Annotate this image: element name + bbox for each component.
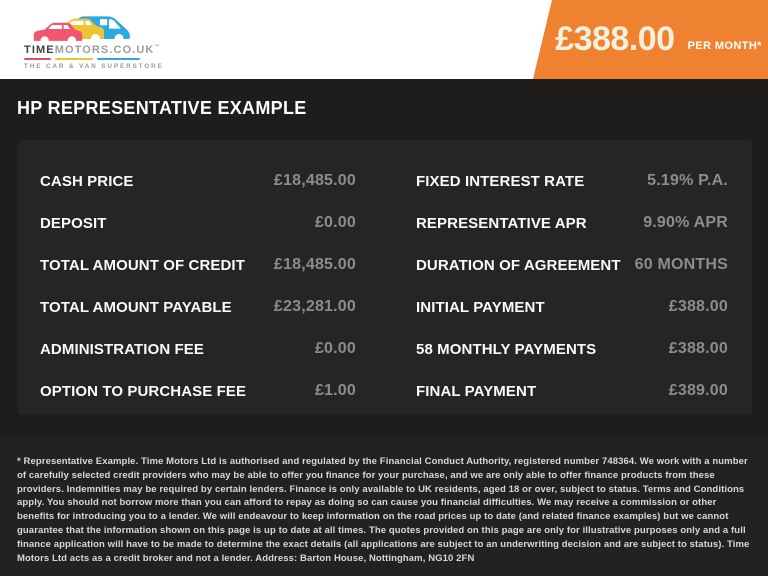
trademark-symbol: ™ [154, 44, 160, 50]
finance-label: REPRESENTATIVE APR [416, 214, 587, 232]
page-title: HP REPRESENTATIVE EXAMPLE [17, 98, 307, 118]
finance-value: £23,281.00 [273, 298, 356, 315]
finance-value: 5.19% P.A. [647, 172, 728, 189]
finance-label: TOTAL AMOUNT PAYABLE [40, 298, 232, 316]
disclaimer-text: * Representative Example. Time Motors Lt… [17, 456, 750, 564]
brand-name-time: TIME [24, 44, 55, 56]
finance-row-total-payable: TOTAL AMOUNT PAYABLE £23,281.00 [40, 286, 356, 328]
top-header: TIMEMOTORS.CO.UK™ THE CAR & VAN SUPERSTO… [0, 0, 768, 79]
finance-value: £18,485.00 [273, 172, 356, 189]
finance-column-left: CASH PRICE £18,485.00 DEPOSIT £0.00 TOTAL … [40, 160, 356, 415]
finance-row-deposit: DEPOSIT £0.00 [40, 202, 356, 244]
finance-row-apr: REPRESENTATIVE APR 9.90% APR [416, 202, 728, 244]
finance-value: 60 MONTHS [634, 256, 728, 273]
finance-value: 9.90% APR [643, 214, 728, 231]
finance-row-option-fee: OPTION TO PURCHASE FEE £1.00 [40, 370, 356, 412]
finance-row-monthly-payments: 58 MONTHLY PAYMENTS £388.00 [416, 328, 728, 370]
brand-name: TIMEMOTORS.CO.UK™ [24, 44, 159, 56]
finance-row-interest-rate: FIXED INTEREST RATE 5.19% P.A. [416, 160, 728, 202]
finance-value: £388.00 [668, 340, 728, 357]
finance-label: DEPOSIT [40, 214, 107, 232]
monthly-price-suffix: PER MONTH* [687, 39, 762, 52]
finance-label: FIXED INTEREST RATE [416, 172, 585, 190]
car-pink-icon [33, 22, 83, 44]
finance-row-cash-price: CASH PRICE £18,485.00 [40, 160, 356, 202]
finance-value: £388.00 [668, 298, 728, 315]
finance-value: £1.00 [314, 382, 356, 399]
finance-label: OPTION TO PURCHASE FEE [40, 382, 247, 400]
finance-row-duration: DURATION OF AGREEMENT 60 MONTHS [416, 244, 728, 286]
finance-label: ADMINISTRATION FEE [40, 340, 205, 358]
finance-label: FINAL PAYMENT [416, 382, 537, 400]
disclaimer-section: * Representative Example. Time Motors Lt… [0, 437, 768, 576]
finance-column-right: FIXED INTEREST RATE 5.19% P.A. REPRESENTA… [416, 160, 728, 415]
price-banner: £388.00 PER MONTH* [533, 0, 768, 79]
finance-value: £18,485.00 [273, 256, 356, 273]
brand-name-motors: MOTORS.CO.UK [54, 44, 155, 56]
finance-label: INITIAL PAYMENT [416, 298, 545, 316]
finance-row-admin-fee: ADMINISTRATION FEE £0.00 [40, 328, 356, 370]
monthly-price: £388.00 [555, 20, 675, 58]
brand-underline-bars [24, 58, 140, 60]
brand-cars-icon [33, 16, 130, 44]
brand-logo[interactable]: TIMEMOTORS.CO.UK™ THE CAR & VAN SUPERSTO… [24, 10, 164, 70]
brand-tagline: THE CAR & VAN SUPERSTORE [24, 63, 164, 70]
finance-value: £389.00 [668, 382, 728, 399]
finance-label: 58 MONTHLY PAYMENTS [416, 340, 597, 358]
finance-row-final-payment: FINAL PAYMENT £389.00 [416, 370, 728, 412]
finance-label: CASH PRICE [40, 172, 134, 190]
finance-label: TOTAL AMOUNT OF CREDIT [40, 256, 245, 274]
finance-row-total-credit: TOTAL AMOUNT OF CREDIT £18,485.00 [40, 244, 356, 286]
finance-panel: CASH PRICE £18,485.00 DEPOSIT £0.00 TOTAL … [18, 140, 752, 415]
brand-bar-blue [97, 58, 140, 60]
brand-bar-yellow [55, 58, 93, 60]
finance-label: DURATION OF AGREEMENT [416, 256, 621, 274]
brand-bar-red [24, 58, 51, 60]
finance-row-initial-payment: INITIAL PAYMENT £388.00 [416, 286, 728, 328]
finance-value: £0.00 [314, 340, 356, 357]
finance-value: £0.00 [314, 214, 356, 231]
